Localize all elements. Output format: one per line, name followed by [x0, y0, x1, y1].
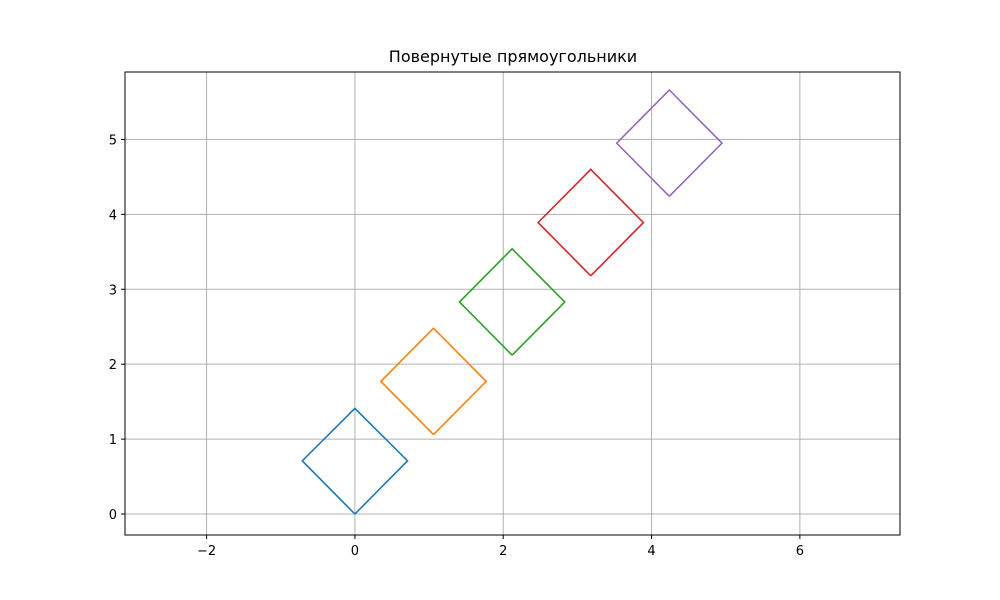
chart-title: Повернутые прямоугольники [388, 47, 638, 66]
y-tick-label: 0 [109, 508, 117, 523]
y-tick-label: 5 [109, 133, 117, 148]
y-tick-label: 4 [109, 208, 117, 223]
x-tick-label: 6 [796, 544, 804, 559]
rectangle-series-2 [379, 327, 488, 436]
axes-frame [124, 71, 901, 536]
rectangle-series-5 [615, 88, 724, 197]
x-tick-label: 0 [351, 544, 359, 559]
rectangle-series-4 [536, 168, 645, 277]
rectangle-series-1 [301, 407, 409, 515]
x-tick-label: 4 [647, 544, 655, 559]
y-tick-label: 1 [109, 433, 117, 448]
x-tick-label: 2 [499, 544, 507, 559]
y-tick-label: 2 [109, 358, 117, 373]
y-tick-label: 3 [109, 283, 117, 298]
x-tick-label: −2 [197, 544, 216, 559]
rectangle-series-3 [458, 247, 566, 356]
